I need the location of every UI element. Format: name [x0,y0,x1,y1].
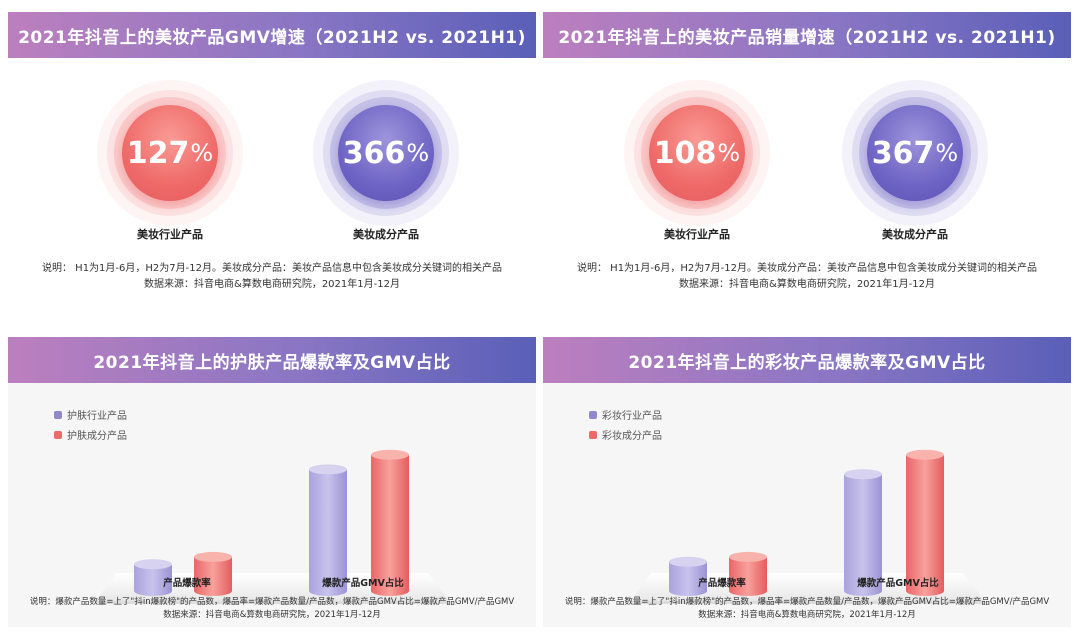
legend-item: 护肤成分产品 [54,427,127,442]
bar-ingredient-0 [729,551,767,596]
panel-sales-growth: 2021年抖音上的美妆产品销量增速（2021H2 vs. 2021H1) 108… [543,12,1071,302]
circle-label: 美妆行业产品 [137,228,203,241]
circle-label: 美妆成分产品 [882,228,948,241]
panel-title: 2021年抖音上的美妆产品GMV增速（2021H2 vs. 2021H1) [8,12,536,58]
bar-industry-0 [134,559,172,596]
legend-swatch-purple [54,410,62,419]
note-line: 说明：爆款产品数量=上了"抖in爆款榜"的产品数，爆品率=爆款产品数量/产品数，… [29,597,515,607]
bar-chart [631,449,985,604]
legend-swatch-red [589,430,597,439]
source-line: 数据来源：抖音电商&算数电商研究院，2021年1月-12月 [163,610,381,620]
bar-industry-0 [669,556,707,596]
percent-sign: % [406,139,430,167]
growth-value: 366 [342,135,406,171]
panel-makeup-chart: 2021年抖音上的彩妆产品爆款率及GMV占比 彩妆行业产品 彩妆成分产品 产品爆… [543,337,1071,629]
circle-label: 美妆成分产品 [353,228,419,241]
circle-label: 美妆行业产品 [664,228,730,241]
legend-item: 护肤行业产品 [54,407,127,422]
legend-swatch-red [54,430,62,439]
bar-chart [96,449,450,604]
growth-value: 108 [653,135,717,171]
panel-title: 2021年抖音上的护肤产品爆款率及GMV占比 [8,337,536,383]
source-line: 数据来源：抖音电商&算数电商研究院，2021年1月-12月 [144,279,400,290]
x-tick-label: 爆款产品GMV占比 [322,578,404,589]
chart-platform [631,573,985,601]
panel-title: 2021年抖音上的彩妆产品爆款率及GMV占比 [543,337,1071,383]
source-line: 数据来源：抖音电商&算数电商研究院，2021年1月-12月 [698,610,916,620]
legend-item: 彩妆行业产品 [589,407,662,422]
growth-value: 367 [871,135,935,171]
bar-ingredient-0 [194,551,232,596]
growth-circle-ingredient: 367% [842,80,988,226]
growth-circle-industry: 127% [97,80,243,226]
growth-circle-ingredient: 366% [313,80,459,226]
source-line: 数据来源：抖音电商&算数电商研究院，2021年1月-12月 [679,279,935,290]
bar-industry-1 [309,464,347,596]
note-line: 说明： H1为1月-6月，H2为7月-12月。美妆成分产品：美妆产品信息中包含美… [577,263,1037,274]
panel-title: 2021年抖音上的美妆产品销量增速（2021H2 vs. 2021H1) [543,12,1071,58]
x-tick-label: 产品爆款率 [698,578,746,589]
note-line: 说明： H1为1月-6月，H2为7月-12月。美妆成分产品：美妆产品信息中包含美… [42,263,502,274]
percent-sign: % [717,139,741,167]
growth-circle-industry: 108% [624,80,770,226]
chart-platform [96,573,450,601]
x-tick-label: 爆款产品GMV占比 [857,578,939,589]
bar-industry-1 [844,469,882,596]
bar-ingredient-1 [906,449,944,596]
legend-swatch-purple [589,410,597,419]
panel-gmv-growth: 2021年抖音上的美妆产品GMV增速（2021H2 vs. 2021H1) 12… [8,12,536,302]
growth-value: 127 [126,135,190,171]
x-tick-label: 产品爆款率 [163,578,211,589]
panel-skincare-chart: 2021年抖音上的护肤产品爆款率及GMV占比 护肤行业产品 护肤成分产品 产品爆… [8,337,536,629]
legend-item: 彩妆成分产品 [589,427,662,442]
bar-ingredient-1 [371,449,409,596]
percent-sign: % [935,139,959,167]
note-line: 说明：爆款产品数量=上了"抖in爆款榜"的产品数，爆品率=爆款产品数量/产品数，… [564,597,1050,607]
percent-sign: % [190,139,214,167]
